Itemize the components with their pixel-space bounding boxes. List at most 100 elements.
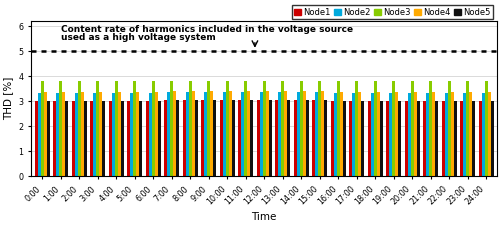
Bar [416, 101, 420, 176]
Bar [408, 92, 410, 176]
Bar [361, 101, 364, 176]
Bar [386, 101, 389, 176]
Bar [90, 101, 93, 176]
Bar [324, 100, 327, 176]
Bar [128, 101, 130, 176]
Bar [139, 101, 142, 176]
Bar [192, 91, 194, 176]
Bar [389, 92, 392, 176]
Bar [454, 101, 456, 176]
Bar [109, 101, 112, 176]
Bar [65, 101, 68, 176]
Bar [349, 101, 352, 176]
Bar [312, 100, 315, 176]
Bar [484, 81, 488, 176]
Bar [429, 81, 432, 176]
Bar [294, 100, 296, 176]
Bar [158, 101, 160, 176]
Bar [183, 100, 186, 176]
Bar [173, 91, 176, 176]
Bar [334, 92, 336, 176]
Bar [136, 92, 139, 176]
Bar [262, 81, 266, 176]
Bar [318, 81, 321, 176]
Bar [207, 81, 210, 176]
Bar [260, 92, 262, 176]
Bar [146, 101, 148, 176]
Bar [448, 81, 450, 176]
Bar [59, 81, 62, 176]
Bar [358, 92, 361, 176]
Bar [302, 91, 306, 176]
Legend: Node1, Node2, Node3, Node4, Node5: Node1, Node2, Node3, Node4, Node5 [292, 5, 493, 19]
Bar [56, 92, 59, 176]
Bar [442, 101, 444, 176]
Bar [321, 91, 324, 176]
Bar [342, 101, 345, 176]
Bar [466, 81, 469, 176]
Bar [266, 91, 268, 176]
Bar [315, 92, 318, 176]
Bar [410, 81, 414, 176]
Bar [300, 81, 302, 176]
Bar [478, 101, 482, 176]
Bar [96, 81, 99, 176]
Bar [118, 92, 120, 176]
Bar [133, 81, 136, 176]
Bar [257, 100, 260, 176]
Bar [392, 81, 395, 176]
Bar [414, 92, 416, 176]
Bar [167, 92, 170, 176]
Bar [112, 92, 114, 176]
Bar [380, 101, 382, 176]
Bar [148, 92, 152, 176]
Y-axis label: THD [%]: THD [%] [3, 77, 13, 121]
Bar [432, 92, 435, 176]
Bar [84, 101, 86, 176]
Bar [247, 91, 250, 176]
Bar [284, 91, 287, 176]
Bar [188, 81, 192, 176]
Bar [220, 100, 222, 176]
Bar [296, 92, 300, 176]
Bar [287, 100, 290, 176]
Bar [376, 92, 380, 176]
Bar [222, 92, 226, 176]
Bar [228, 91, 232, 176]
Bar [352, 92, 355, 176]
Bar [40, 81, 43, 176]
Bar [278, 92, 281, 176]
Bar [238, 100, 241, 176]
Bar [374, 81, 376, 176]
Bar [460, 101, 463, 176]
X-axis label: Time: Time [252, 212, 277, 222]
Bar [202, 100, 204, 176]
Bar [444, 92, 448, 176]
Bar [194, 100, 198, 176]
Bar [241, 92, 244, 176]
Bar [482, 92, 484, 176]
Bar [54, 101, 56, 176]
Bar [368, 101, 370, 176]
Bar [469, 92, 472, 176]
Bar [404, 101, 407, 176]
Bar [154, 92, 158, 176]
Bar [186, 92, 188, 176]
Bar [450, 92, 454, 176]
Bar [93, 92, 96, 176]
Bar [170, 81, 173, 176]
Bar [204, 92, 207, 176]
Bar [120, 101, 124, 176]
Bar [268, 100, 272, 176]
Bar [276, 100, 278, 176]
Bar [426, 92, 429, 176]
Text: used as a high voltage system: used as a high voltage system [60, 33, 216, 42]
Text: Content rate of harmonics included in the voltage source: Content rate of harmonics included in th… [60, 25, 353, 34]
Bar [176, 100, 179, 176]
Bar [46, 101, 50, 176]
Bar [435, 101, 438, 176]
Bar [114, 81, 117, 176]
Bar [152, 81, 154, 176]
Bar [370, 92, 374, 176]
Bar [232, 100, 234, 176]
